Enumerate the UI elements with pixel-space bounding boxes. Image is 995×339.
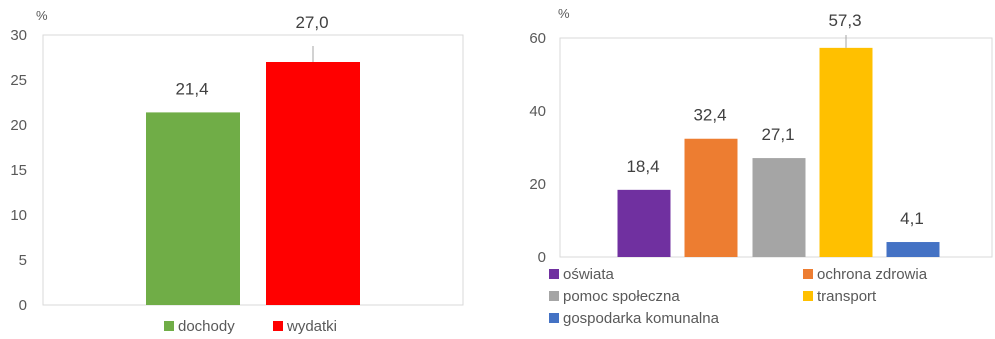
chart2-y-tick-label: 0 <box>538 249 546 266</box>
chart-income-expenses: % 0 5 10 15 20 25 30 21,4 27,0 dochody wydatki <box>10 8 464 335</box>
chart2-data-label: 32,4 <box>693 106 726 125</box>
chart1-data-label: 21,4 <box>175 79 208 98</box>
chart2-bar-pomoc-społeczna <box>752 158 806 257</box>
chart2-legend-swatch <box>549 313 559 323</box>
chart1-bar-dochody <box>146 112 240 306</box>
chart1-legend-swatch <box>273 321 283 331</box>
chart2-y-tick-label: 20 <box>529 176 546 193</box>
chart1-y-tick-label: 5 <box>19 252 27 269</box>
chart1-plot-frame <box>42 34 464 306</box>
chart2-legend-label: ochrona zdrowia <box>817 266 928 283</box>
chart1-unit-label: % <box>36 8 48 23</box>
chart2-legend-swatch <box>803 269 813 279</box>
chart2-bar-gospodarka-komunalna <box>886 242 940 257</box>
chart2-bar-oświata <box>617 189 671 257</box>
chart2-legend-swatch <box>549 269 559 279</box>
chart2-data-label: 57,3 <box>828 11 861 30</box>
chart1-y-tick-label: 10 <box>10 207 27 224</box>
chart2-legend-label: pomoc społeczna <box>563 288 680 305</box>
chart2-data-label: 27,1 <box>761 125 794 144</box>
chart2-legend-label: oświata <box>563 266 615 283</box>
chart1-y-tick-label: 0 <box>19 297 27 314</box>
chart2-legend-label: gospodarka komunalna <box>563 310 720 327</box>
chart1-y-tick-label: 30 <box>10 27 27 44</box>
chart1-y-tick-label: 15 <box>10 162 27 179</box>
chart1-y-tick-label: 25 <box>10 72 27 89</box>
chart2-legend-swatch <box>803 291 813 301</box>
chart2-unit-label: % <box>558 6 570 21</box>
chart2-y-tick-label: 40 <box>529 103 546 120</box>
chart1-legend-label: wydatki <box>286 318 337 335</box>
chart2-legend-swatch <box>549 291 559 301</box>
chart2-data-label: 4,1 <box>900 209 924 228</box>
chart-expense-categories: % 0 20 40 60 18,4 32,4 27,1 57,3 4,1 oświata och… <box>529 6 993 327</box>
chart1-data-label: 27,0 <box>295 13 328 32</box>
chart1-bar-wydatki <box>266 62 360 305</box>
chart2-bar-transport <box>819 47 873 258</box>
chart2-data-label: 18,4 <box>626 157 659 176</box>
chart2-y-tick-label: 60 <box>529 30 546 47</box>
chart1-y-tick-label: 20 <box>10 117 27 134</box>
chart1-legend-label: dochody <box>178 318 235 335</box>
chart2-bar-ochrona-zdrowia <box>684 138 738 257</box>
chart2-legend-label: transport <box>817 288 877 305</box>
chart1-legend-swatch <box>164 321 174 331</box>
